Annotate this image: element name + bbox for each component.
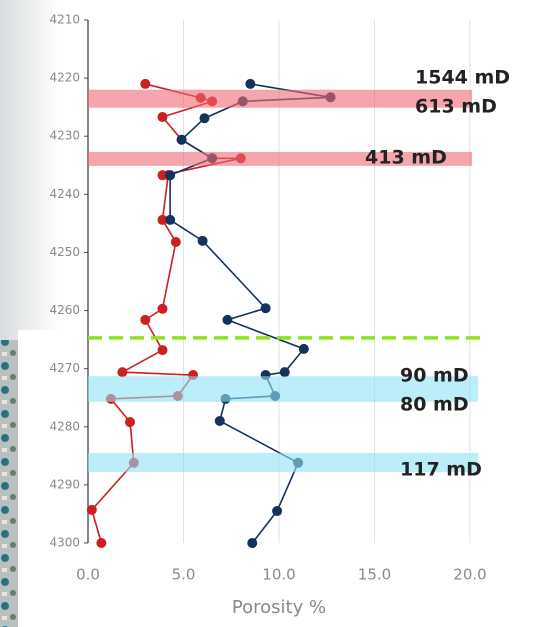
data-point (140, 314, 151, 325)
y-tick-label: 4280 (49, 419, 80, 433)
data-point (272, 506, 283, 517)
data-point (96, 538, 107, 548)
data-point (165, 170, 176, 181)
data-point (176, 134, 187, 145)
permeability-label: 413 mD (365, 147, 447, 169)
background-photo (0, 0, 60, 340)
data-point (199, 113, 210, 124)
y-tick-label: 4300 (49, 536, 80, 550)
y-tick-label: 4290 (49, 477, 80, 491)
data-point (245, 78, 256, 89)
x-tick-label: 0.0 (76, 566, 100, 584)
data-point (157, 112, 168, 123)
x-axis-label: Porosity % (232, 597, 326, 618)
data-point (298, 343, 309, 354)
permeability-label: 117 mD (400, 459, 482, 481)
interval-band (88, 89, 472, 108)
data-point (222, 314, 233, 325)
data-point (165, 214, 176, 225)
y-tick-label: 4250 (49, 245, 80, 259)
y-tick-label: 4270 (49, 361, 80, 375)
permeability-label: 80 mD (400, 394, 469, 416)
data-point (157, 303, 168, 314)
data-point (197, 235, 208, 246)
y-tick-label: 4230 (49, 129, 80, 143)
x-tick-label: 15.0 (358, 566, 391, 584)
data-point (260, 303, 271, 314)
data-point (157, 214, 168, 225)
y-tick-label: 4240 (49, 187, 80, 201)
series-line (90, 83, 241, 544)
data-point (170, 236, 181, 247)
x-tick-label: 5.0 (172, 566, 196, 584)
data-point (140, 78, 151, 89)
x-tick-label: 20.0 (453, 566, 486, 584)
y-tick-label: 4220 (49, 71, 80, 85)
permeability-label: 90 mD (400, 365, 469, 387)
data-point (86, 504, 97, 515)
x-tick-label: 10.0 (262, 566, 295, 584)
core-photo (0, 340, 18, 627)
data-point (125, 417, 136, 428)
data-point (214, 415, 225, 426)
data-point (247, 538, 258, 548)
data-point (279, 367, 290, 378)
interval-band (88, 151, 472, 166)
data-point (157, 345, 168, 356)
data-point (117, 367, 128, 378)
interval-band (88, 452, 478, 473)
y-tick-label: 4210 (49, 13, 80, 27)
permeability-label: 613 mD (415, 96, 497, 118)
interval-band (88, 376, 478, 402)
permeability-label: 1544 mD (415, 67, 510, 89)
y-tick-label: 4260 (49, 303, 80, 317)
